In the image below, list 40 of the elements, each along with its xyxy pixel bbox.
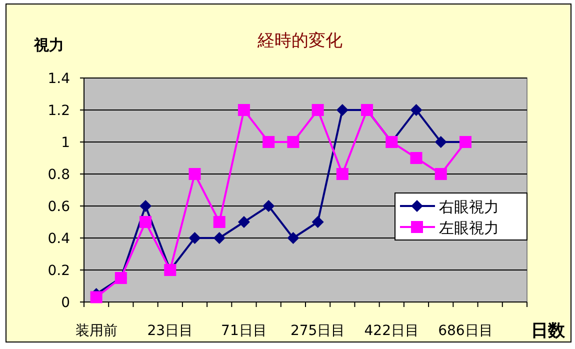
point <box>336 168 348 180</box>
point <box>287 136 300 148</box>
point <box>410 104 422 116</box>
chart-title: 経時的変化 <box>256 31 342 51</box>
point <box>287 232 300 244</box>
point <box>213 232 226 244</box>
point <box>336 104 348 116</box>
y-tick-label: 1.2 <box>48 103 70 119</box>
y-tick-label: 0.8 <box>48 167 70 183</box>
point <box>238 104 250 116</box>
point <box>238 216 250 228</box>
point <box>188 168 201 180</box>
x-tick-label: 422日目 <box>364 323 420 339</box>
y-tick-label: 1 <box>61 135 70 151</box>
point <box>262 136 275 148</box>
point <box>262 200 275 212</box>
y-tick-label: 0.4 <box>48 231 70 247</box>
legend-label: 右眼視力 <box>439 198 499 216</box>
point <box>213 216 226 228</box>
point <box>434 168 447 180</box>
x-tick-label: 装用前 <box>75 323 118 339</box>
x-tick-label: 275日目 <box>290 323 346 339</box>
point <box>410 152 422 164</box>
legend-label: 左眼視力 <box>439 219 499 237</box>
y-axis-title: 視力 <box>33 36 64 54</box>
x-tick-label: 71日目 <box>221 323 267 339</box>
y-tick-label: 0.2 <box>48 263 70 279</box>
x-tick-label: 686日目 <box>438 323 493 339</box>
point <box>312 216 324 228</box>
point <box>188 232 201 244</box>
y-tick-label: 0 <box>61 295 70 311</box>
point <box>434 136 447 148</box>
y-tick-label: 0.6 <box>48 199 70 215</box>
y-tick-label: 1.4 <box>48 71 70 87</box>
x-axis-title: 日数 <box>531 321 566 341</box>
point <box>140 216 152 228</box>
x-tick-label: 23日目 <box>147 323 194 339</box>
point <box>312 104 324 116</box>
point <box>90 291 102 304</box>
point <box>140 200 152 212</box>
